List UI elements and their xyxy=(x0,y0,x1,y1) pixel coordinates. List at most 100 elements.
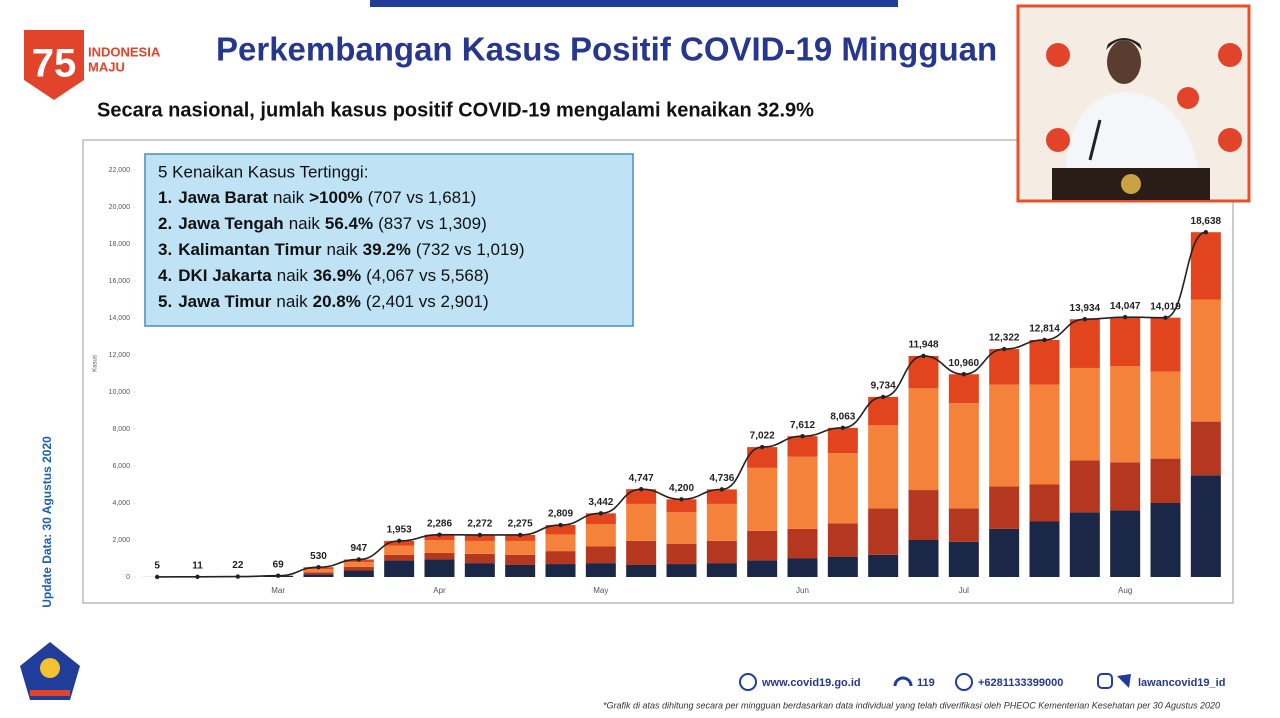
bar-segment xyxy=(585,524,616,547)
data-label: 22 xyxy=(232,560,244,571)
bar-segment xyxy=(303,572,334,575)
bar-segment xyxy=(868,425,899,509)
highlight-box: 5 Kenaikan Kasus Tertinggi: 1. Jawa Barat… xyxy=(144,153,634,327)
bar-segment xyxy=(706,540,737,564)
y-tick-label: 12,000 xyxy=(109,352,131,359)
bar-segment xyxy=(585,546,616,564)
bar-segment xyxy=(666,564,697,577)
bar-segment xyxy=(908,388,939,491)
item-region: Kalimantan Timur xyxy=(178,240,322,259)
bar-segment xyxy=(706,503,737,541)
bar-segment xyxy=(626,540,657,565)
title: Perkembangan Kasus Positif COVID-19 Ming… xyxy=(216,31,997,68)
bar-segment xyxy=(1150,458,1181,503)
data-label: 2,286 xyxy=(427,518,452,529)
bar-segment xyxy=(1190,421,1221,476)
bar-segment xyxy=(1150,503,1181,577)
y-tick-label: 6,000 xyxy=(112,463,130,470)
y-tick-label: 10,000 xyxy=(109,389,131,396)
bar-segment xyxy=(1190,232,1221,300)
total-point xyxy=(275,573,281,578)
bar-segment xyxy=(1110,510,1141,577)
bar-segment xyxy=(464,553,495,564)
total-point xyxy=(235,574,241,579)
data-label: 4,747 xyxy=(629,473,654,484)
data-label: 11,948 xyxy=(908,340,938,351)
video-overlay xyxy=(1016,4,1251,203)
footer-note: *Grafik di atas dihitung secara per ming… xyxy=(603,700,1220,710)
bar-segment xyxy=(747,467,778,531)
bar-segment xyxy=(384,540,415,546)
total-point xyxy=(1082,317,1088,322)
total-point xyxy=(1042,337,1047,343)
total-point xyxy=(1122,314,1128,320)
logo: 75 xyxy=(24,30,84,100)
total-point xyxy=(477,532,483,538)
bar-segment xyxy=(666,512,697,544)
data-label: 11 xyxy=(192,560,203,571)
x-tick-label: Mar xyxy=(271,586,285,595)
subtitle: Secara nasional, jumlah kasus positif CO… xyxy=(97,99,814,121)
top-bar xyxy=(370,0,898,7)
data-label: 14,047 xyxy=(1110,301,1141,312)
bar-segment xyxy=(747,447,778,468)
bar-segment xyxy=(747,530,778,561)
bar-segment xyxy=(545,525,576,535)
bar-segment xyxy=(747,560,778,577)
item-rank: 3. xyxy=(158,240,172,259)
bar-segment xyxy=(989,486,1020,529)
total-point xyxy=(961,372,967,377)
y-tick-label: 8,000 xyxy=(112,426,130,433)
item-detail: (707 vs 1,681) xyxy=(368,188,477,207)
item-verb: naik xyxy=(276,292,308,311)
box-item: 2. Jawa Tengah naik 56.4% (837 vs 1,309) xyxy=(158,214,487,233)
bar-segment xyxy=(424,534,455,540)
data-label: 4,736 xyxy=(709,473,734,484)
x-tick-label: Aug xyxy=(1118,586,1132,595)
bar-segment xyxy=(505,554,536,565)
item-rank: 4. xyxy=(158,266,172,285)
box-heading: 5 Kenaikan Kasus Tertinggi: xyxy=(158,162,368,181)
bar-segment xyxy=(827,453,858,524)
bar-segment xyxy=(827,556,858,577)
x-tick-label: Jul xyxy=(959,586,969,595)
y-tick-label: 20,000 xyxy=(109,204,131,211)
item-verb: naik xyxy=(289,214,321,233)
bar-segment xyxy=(666,543,697,565)
item-change: 39.2% xyxy=(363,240,411,259)
bar-segment xyxy=(424,540,455,553)
total-point xyxy=(396,538,402,544)
total-point xyxy=(1163,315,1168,320)
bar-segment xyxy=(424,559,455,577)
bar-segment xyxy=(827,523,858,557)
y-tick-label: 22,000 xyxy=(109,167,131,174)
data-label: 18,638 xyxy=(1191,216,1222,227)
bar-segment xyxy=(303,569,334,573)
bar-segment xyxy=(1110,462,1141,511)
item-region: Jawa Barat xyxy=(178,188,268,207)
y-tick-label: 0 xyxy=(126,574,130,581)
bar-segment xyxy=(1029,339,1060,385)
bar-segment xyxy=(948,374,979,404)
footer-icons xyxy=(739,673,1131,691)
item-detail: (2,401 vs 2,901) xyxy=(366,292,489,311)
total-point xyxy=(800,433,805,439)
bar-segment xyxy=(666,499,697,513)
bar-segment xyxy=(343,570,374,577)
bar-segment xyxy=(1069,367,1100,461)
data-label: 12,322 xyxy=(989,333,1020,344)
bar-segment xyxy=(384,554,415,561)
bar-segment xyxy=(948,541,979,577)
data-label: 14,019 xyxy=(1150,301,1181,312)
bar-segment xyxy=(948,508,979,542)
bar-segment xyxy=(1110,317,1141,367)
bar-segment xyxy=(1029,384,1060,485)
bar-segment xyxy=(303,574,334,577)
total-point xyxy=(759,444,765,450)
data-label: 2,272 xyxy=(467,519,492,530)
bar-segment xyxy=(1150,371,1181,459)
bar-segment xyxy=(384,545,415,555)
plot: Kasus 0 2,000 4,000 6,000 8,000 10,000 12,000 14… xyxy=(93,167,1222,595)
item-detail: (837 vs 1,309) xyxy=(378,214,487,233)
